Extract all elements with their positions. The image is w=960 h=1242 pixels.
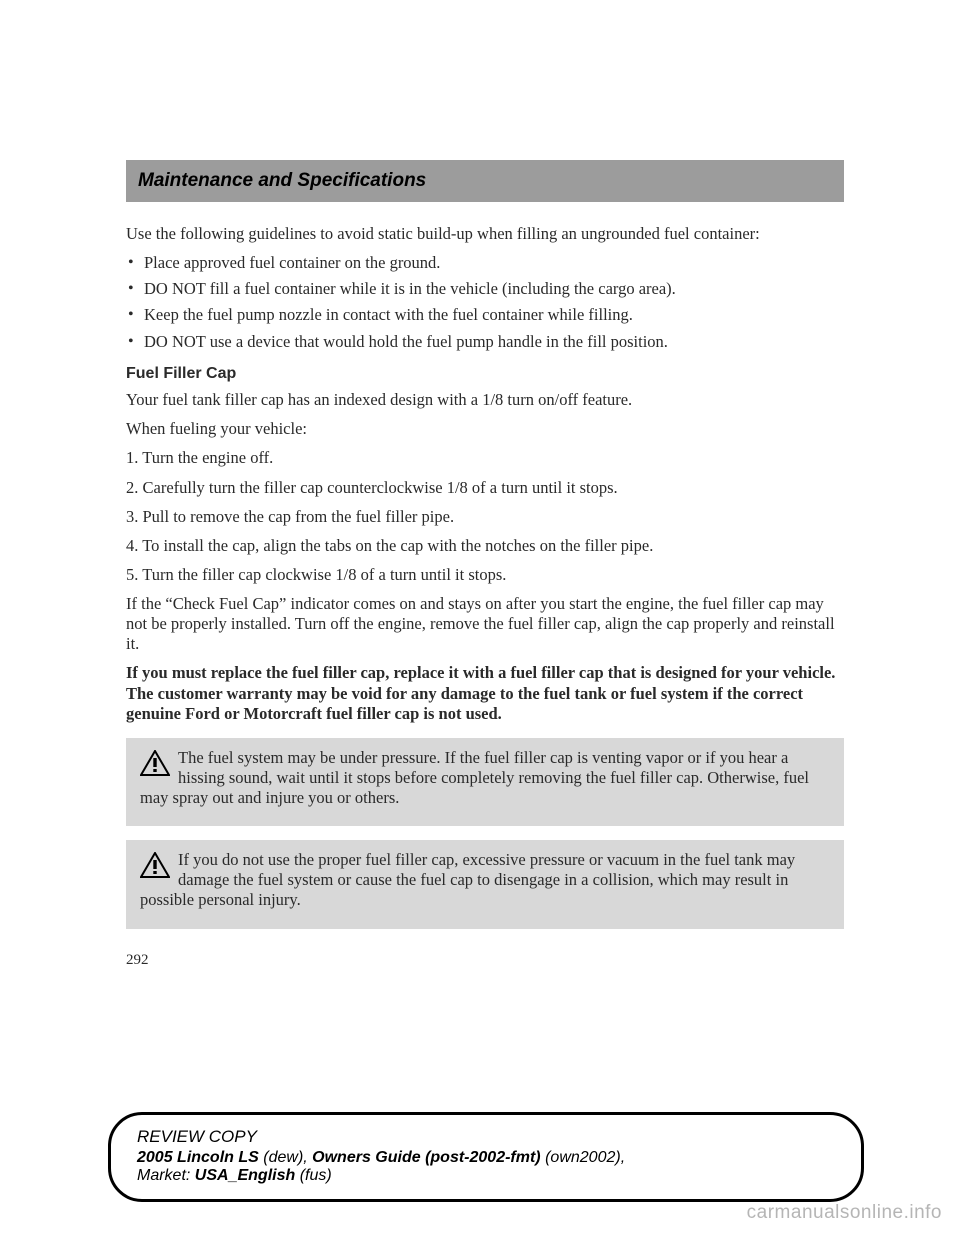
footer-text: (dew), [259, 1149, 312, 1166]
footer-box: REVIEW COPY 2005 Lincoln LS (dew), Owner… [108, 1112, 864, 1202]
paragraph: When fueling your vehicle: [126, 419, 844, 439]
paragraph: 1. Turn the engine off. [126, 448, 844, 468]
intro-paragraph: Use the following guidelines to avoid st… [126, 224, 844, 244]
footer-market-line: Market: USA_English (fus) [137, 1167, 835, 1185]
warning-icon [140, 852, 170, 878]
footer-model: 2005 Lincoln LS [137, 1149, 259, 1166]
watermark: carmanualsonline.info [747, 1202, 942, 1224]
footer-guide: Owners Guide (post-2002-fmt) [312, 1149, 540, 1166]
section-header: Maintenance and Specifications [126, 160, 844, 202]
list-item: DO NOT fill a fuel container while it is… [126, 279, 844, 299]
list-item: Keep the fuel pump nozzle in contact wit… [126, 305, 844, 325]
warning-text: The fuel system may be under pressure. I… [140, 748, 809, 807]
footer-market: USA_English [195, 1167, 295, 1184]
paragraph: 3. Pull to remove the cap from the fuel … [126, 507, 844, 527]
warning-text: If you do not use the proper fuel filler… [140, 850, 795, 909]
paragraph: 4. To install the cap, align the tabs on… [126, 536, 844, 556]
bullet-list: Place approved fuel container on the gro… [126, 253, 844, 352]
footer-review-copy: REVIEW COPY [137, 1127, 835, 1147]
list-item: Place approved fuel container on the gro… [126, 253, 844, 273]
paragraph: 2. Carefully turn the filler cap counter… [126, 478, 844, 498]
page-content: Maintenance and Specifications Use the f… [126, 160, 844, 969]
footer-text: Market: [137, 1167, 195, 1184]
footer-model-line: 2005 Lincoln LS (dew), Owners Guide (pos… [137, 1149, 835, 1167]
section-title: Maintenance and Specifications [138, 170, 426, 191]
list-item: DO NOT use a device that would hold the … [126, 332, 844, 352]
paragraph: 5. Turn the filler cap clockwise 1/8 of … [126, 565, 844, 585]
page-number: 292 [126, 951, 844, 969]
warning-box: The fuel system may be under pressure. I… [126, 738, 844, 826]
subheading: Fuel Filler Cap [126, 364, 844, 384]
footer-text: (fus) [295, 1167, 331, 1184]
body-text: Use the following guidelines to avoid st… [126, 224, 844, 969]
paragraph: Your fuel tank filler cap has an indexed… [126, 390, 844, 410]
footer-text: (own2002), [541, 1149, 626, 1166]
bold-paragraph: If you must replace the fuel filler cap,… [126, 663, 844, 723]
warning-icon [140, 750, 170, 776]
paragraph: If the “Check Fuel Cap” indicator comes … [126, 594, 844, 654]
warning-box: If you do not use the proper fuel filler… [126, 840, 844, 928]
